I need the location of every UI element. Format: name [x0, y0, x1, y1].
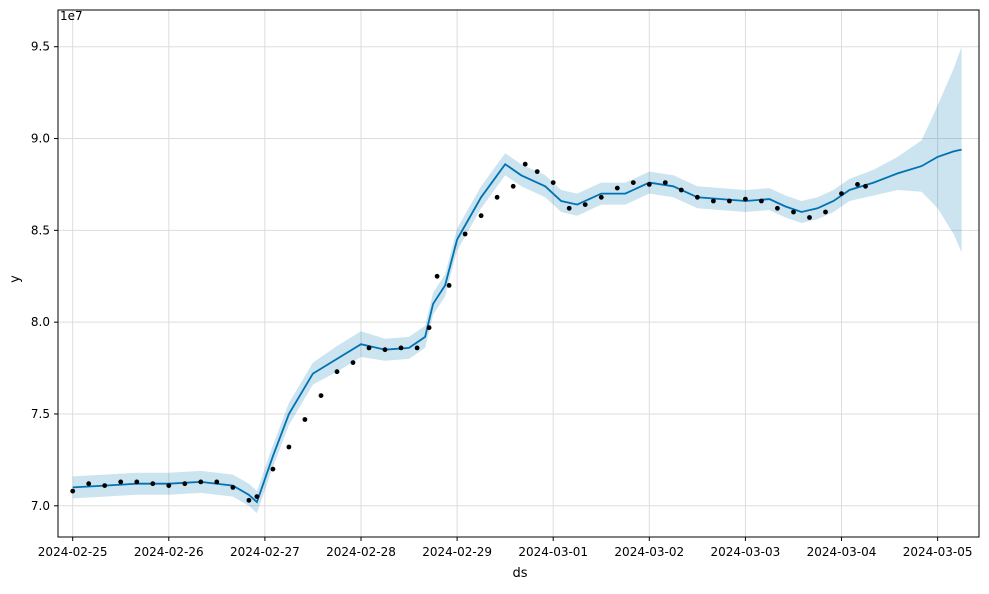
axis-ticks: 2024-02-25 2024-02-26 2024-02-27 2024-02-28…	[31, 40, 973, 559]
grid	[58, 10, 979, 537]
observed-point	[711, 198, 716, 204]
observed-point	[102, 483, 108, 488]
observed-point	[182, 481, 188, 487]
observed-point	[350, 360, 356, 365]
observed-point	[823, 209, 828, 215]
observed-point	[598, 194, 604, 200]
observed-point	[398, 345, 404, 351]
observed-point	[478, 213, 484, 219]
y-tick-label: 8.5	[31, 223, 50, 237]
observed-point	[318, 393, 324, 398]
observed-point	[254, 494, 260, 499]
observed-point	[550, 180, 556, 186]
observed-point	[462, 231, 468, 237]
y-tick-label: 9.5	[31, 40, 50, 54]
observed-point	[150, 481, 156, 487]
y-axis-multiplier-label: 1e7	[60, 9, 83, 23]
observed-point	[366, 345, 372, 351]
observed-point	[582, 202, 588, 208]
observed-point	[727, 198, 732, 204]
x-tick-label: 2024-02-26	[134, 545, 204, 559]
plot-frame	[57, 9, 980, 538]
observed-point	[855, 182, 860, 187]
observed-point	[334, 369, 340, 375]
observed-point	[630, 180, 636, 186]
x-tick-label: 2024-03-01	[518, 545, 588, 559]
observed-point	[646, 182, 652, 187]
x-axis-label: ds	[512, 566, 527, 581]
observed-point	[382, 347, 388, 353]
observed-point	[494, 194, 500, 200]
x-tick-label: 2024-03-05	[903, 545, 973, 559]
observed-point	[270, 466, 276, 472]
observed-point	[446, 283, 452, 288]
observed-point	[86, 481, 92, 487]
observed-point	[791, 209, 796, 215]
observed-point	[198, 479, 204, 485]
observed-point	[863, 183, 868, 189]
observed-point	[302, 417, 308, 422]
x-tick-label: 2024-03-03	[711, 545, 781, 559]
y-axis-label: y	[8, 275, 23, 283]
observed-point	[434, 273, 440, 279]
observed-point	[426, 325, 432, 331]
observed-point	[70, 488, 76, 494]
observed-point	[695, 194, 700, 200]
observed-point	[134, 479, 140, 485]
x-tick-label: 2024-02-29	[422, 545, 492, 559]
observed-point	[522, 161, 528, 167]
observed-point	[759, 198, 764, 204]
observed-point	[414, 345, 420, 351]
observed-point	[246, 497, 252, 503]
uncertainty-interval-band	[72, 46, 962, 514]
observed-point	[166, 483, 172, 488]
observed-point	[775, 205, 780, 211]
y-tick-label: 8.0	[31, 315, 50, 329]
observed-point	[230, 485, 236, 490]
observed-point	[743, 196, 748, 202]
observed-point	[566, 205, 572, 211]
x-tick-label: 2024-03-04	[807, 545, 877, 559]
observed-point	[807, 215, 812, 220]
x-tick-label: 2024-02-25	[38, 545, 108, 559]
observed-point	[662, 180, 668, 186]
forecast-line	[72, 148, 962, 504]
observed-point	[614, 185, 620, 191]
x-tick-label: 2024-02-28	[326, 545, 396, 559]
observed-point	[118, 479, 124, 485]
observed-point	[678, 187, 684, 193]
observed-point	[534, 169, 540, 175]
observed-point	[214, 479, 220, 485]
observed-point	[510, 183, 516, 189]
x-tick-label: 2024-03-02	[614, 545, 684, 559]
y-tick-label: 9.0	[31, 132, 50, 146]
observed-point	[839, 191, 844, 197]
y-tick-label: 7.5	[31, 407, 50, 421]
observed-points	[70, 161, 868, 503]
observed-point	[286, 444, 292, 450]
y-tick-label: 7.0	[31, 499, 50, 513]
x-tick-label: 2024-02-27	[230, 545, 300, 559]
